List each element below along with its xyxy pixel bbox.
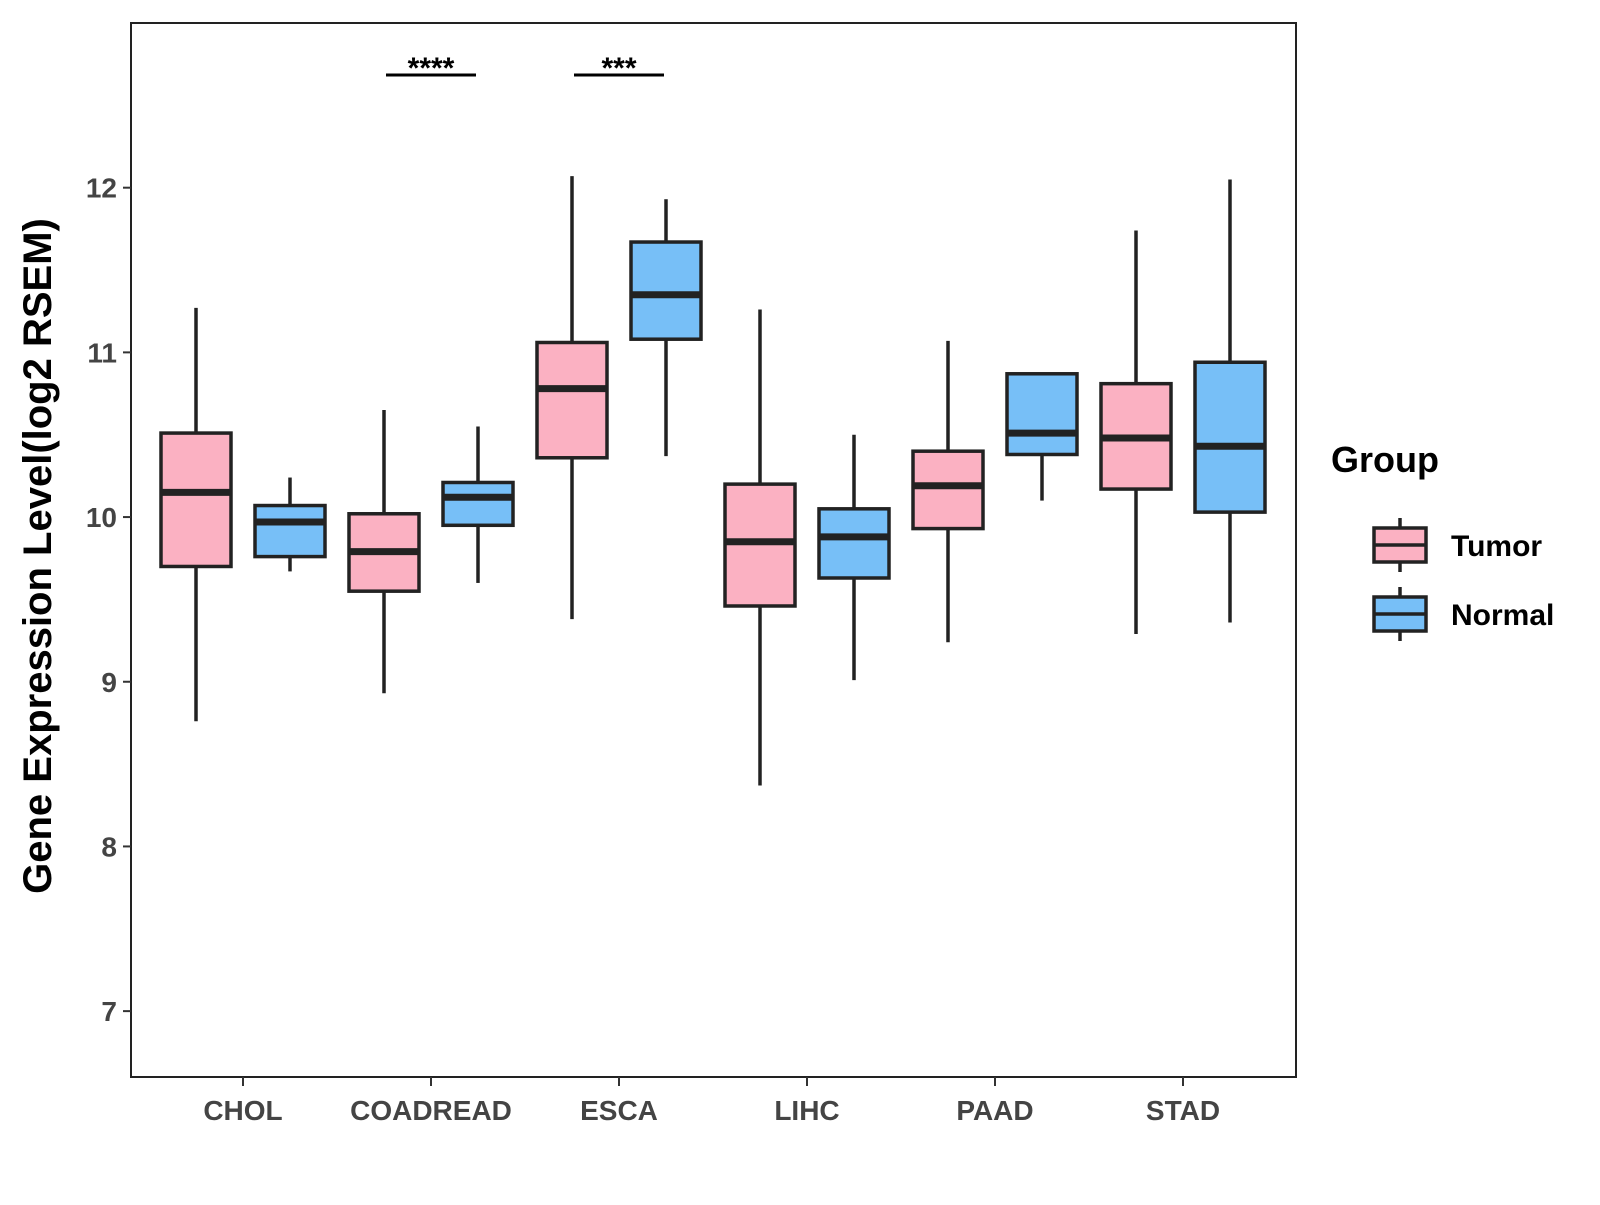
box-tumor-paad <box>911 340 985 643</box>
y-tick-label: 7 <box>101 996 117 1027</box>
box-body <box>817 507 891 580</box>
x-tick-label: ESCA <box>580 1095 658 1126</box>
legend-title: Group <box>1331 439 1439 480</box>
plot-area: **** *** <box>159 52 1267 786</box>
significance-label: *** <box>601 52 636 85</box>
x-tick-label: PAAD <box>956 1095 1033 1126</box>
panel-border <box>130 22 1297 1078</box>
box-body <box>911 449 985 531</box>
box-normal-paad <box>1005 372 1079 501</box>
x-tick-label: LIHC <box>774 1095 839 1126</box>
box-tumor-coadread <box>347 410 421 694</box>
box-body <box>1193 360 1267 514</box>
axes: 7 8 9 10 11 12 CHOL COADREAD ESCA LIHC PAAD STAD <box>86 22 1297 1126</box>
box-normal-coadread <box>441 426 515 583</box>
y-axis-label: Gene Expression Level(log2 RSEM) <box>16 218 60 894</box>
box-tumor-esca <box>535 176 609 620</box>
significance-coadread: **** <box>386 52 476 85</box>
box-tumor-lihc <box>723 309 797 786</box>
box-body <box>159 431 233 569</box>
legend-item-tumor: Tumor <box>1372 518 1542 572</box>
y-tick-label: 9 <box>101 667 117 698</box>
y-tick-label: 12 <box>86 173 117 204</box>
box-normal-stad <box>1193 179 1267 623</box>
y-tick-label: 10 <box>86 502 117 533</box>
box-normal-esca <box>629 199 703 457</box>
box-body <box>441 480 515 528</box>
box-normal-chol <box>253 477 327 572</box>
x-tick-label: STAD <box>1146 1095 1220 1126</box>
legend-item-normal: Normal <box>1372 587 1554 641</box>
y-tick-label: 11 <box>87 337 117 368</box>
box-body <box>1005 372 1079 457</box>
significance-esca: *** <box>574 52 664 85</box>
legend-label: Normal <box>1451 599 1554 632</box>
box-body <box>629 240 703 341</box>
box-tumor-chol <box>159 307 233 722</box>
significance-label: **** <box>408 52 455 85</box>
x-tick-label: COADREAD <box>350 1095 512 1126</box>
box-normal-lihc <box>817 434 891 681</box>
box-body <box>535 340 609 460</box>
box-tumor-stad <box>1099 230 1173 634</box>
legend-label: Tumor <box>1451 530 1542 563</box>
box-body <box>253 503 327 559</box>
y-tick-label: 8 <box>101 831 117 862</box>
legend: Group Tumor Normal <box>1331 439 1554 641</box>
x-tick-label: CHOL <box>203 1095 282 1126</box>
